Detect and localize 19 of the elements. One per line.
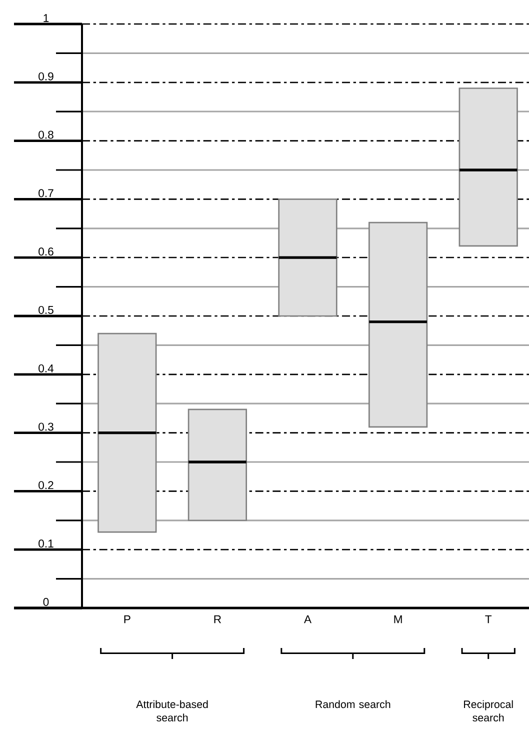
y-tick-label: 0.8 <box>38 130 54 139</box>
y-tick-label: 0.3 <box>38 422 54 431</box>
y-tick-label: 0.6 <box>38 248 54 256</box>
x-tick-label: P <box>124 615 130 624</box>
y-tick-label: 0 <box>43 598 49 606</box>
x-tick-label: T <box>485 615 492 624</box>
y-tick-label: 0.1 <box>38 540 54 548</box>
text: Reciprocal search <box>464 700 513 722</box>
text: Attribute-based search <box>136 700 208 722</box>
x-tick-label: M <box>394 615 402 624</box>
x-tick-label: A <box>304 615 312 624</box>
y-tick-label: 0.5 <box>38 306 54 314</box>
y-tick-label: 0.7 <box>38 189 54 198</box>
y-tick-label: 0.9 <box>38 72 54 80</box>
x-tick-label: R <box>214 615 222 624</box>
y-tick-label: 0.4 <box>38 364 54 372</box>
y-tick-label: 0.2 <box>38 481 54 490</box>
y-tick-label: 1 <box>44 14 49 22</box>
text: Random search <box>316 700 390 708</box>
